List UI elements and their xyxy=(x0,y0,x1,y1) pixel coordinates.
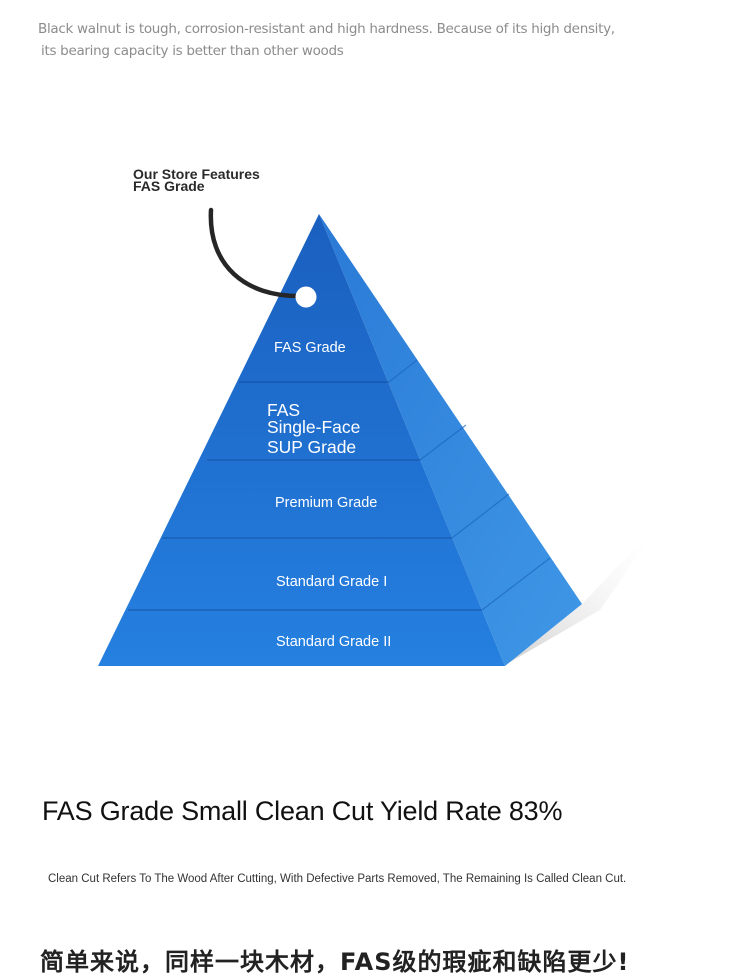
callout-line-1: Our Store Features xyxy=(133,166,260,182)
tier-label-fas: FAS Grade xyxy=(274,340,346,356)
callout-line-2: FAS Grade xyxy=(133,178,205,194)
pyramid-front-face xyxy=(98,214,505,666)
pyramid-graphic xyxy=(98,207,660,666)
callout-dot xyxy=(295,286,317,308)
pyramid-side-face xyxy=(319,214,582,666)
tier-label-standard-2: Standard Grade II xyxy=(276,634,392,650)
clean-cut-note: Clean Cut Refers To The Wood After Cutti… xyxy=(48,873,627,885)
tier-label-standard-1: Standard Grade I xyxy=(276,574,388,590)
tier-label-premium: Premium Grade xyxy=(275,495,378,511)
callout-curve xyxy=(208,207,304,299)
intro-line-2: its bearing capacity is better than othe… xyxy=(41,43,344,59)
tier-label-fas-single-face: FAS Single-Face SUP Grade xyxy=(267,400,361,457)
intro-line-1: Black walnut is tough, corrosion-resista… xyxy=(38,21,615,37)
tier-line-single-face: Single-Face xyxy=(267,417,361,437)
tier-separators xyxy=(128,381,482,611)
intro-text: Black walnut is tough, corrosion-resista… xyxy=(38,18,615,62)
tier-line-sup: SUP Grade xyxy=(267,437,357,457)
callout-label: Our Store Features FAS Grade xyxy=(133,166,260,194)
yield-heading: FAS Grade Small Clean Cut Yield Rate 83% xyxy=(42,796,563,826)
tier-line-fas: FAS xyxy=(267,400,301,420)
